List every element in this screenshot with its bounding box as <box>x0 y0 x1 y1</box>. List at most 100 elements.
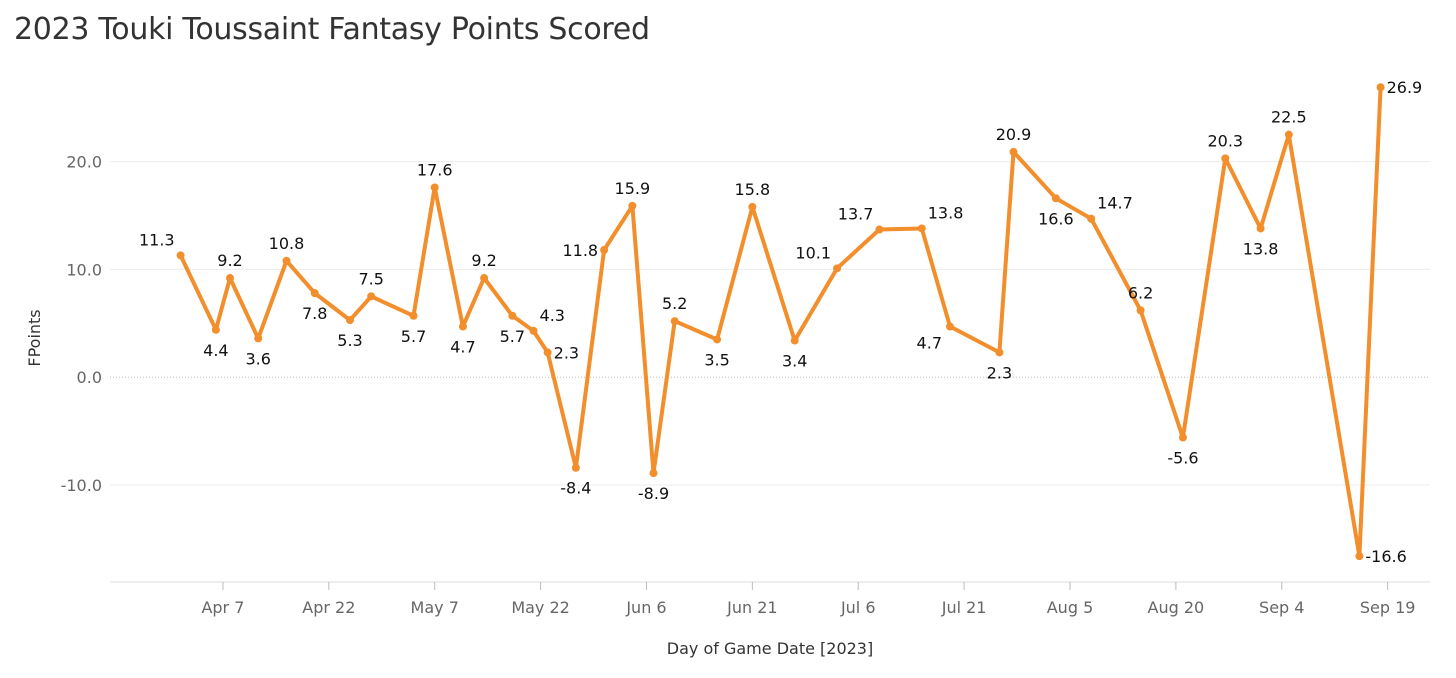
data-point <box>1355 552 1364 561</box>
data-label: 3.4 <box>782 352 807 371</box>
x-tick-label: Apr 7 <box>201 598 244 617</box>
data-point <box>571 463 580 472</box>
data-label: 20.9 <box>996 125 1032 144</box>
data-label: 9.2 <box>217 251 242 270</box>
data-point <box>1178 433 1187 442</box>
data-label: 10.8 <box>269 234 305 253</box>
y-tick-label: 20.0 <box>66 153 102 172</box>
data-label: 10.1 <box>795 243 831 262</box>
x-tick-label: Sep 19 <box>1360 598 1416 617</box>
data-point <box>748 202 757 211</box>
data-point <box>1009 147 1018 156</box>
data-point <box>346 316 354 325</box>
data-label: 3.5 <box>704 350 729 369</box>
data-point <box>543 348 552 357</box>
data-label: -16.6 <box>1365 547 1406 566</box>
data-point <box>600 246 609 255</box>
data-point <box>458 322 467 331</box>
data-label: 20.3 <box>1207 131 1243 150</box>
data-label: 14.7 <box>1097 194 1133 213</box>
series-line <box>178 85 1383 559</box>
y-tick-label: 10.0 <box>66 260 102 279</box>
data-label: 5.7 <box>500 327 525 346</box>
data-label: 2.3 <box>987 363 1012 382</box>
data-point <box>310 289 319 298</box>
data-point <box>649 469 658 478</box>
data-point <box>430 183 439 192</box>
data-label: 9.2 <box>471 251 496 270</box>
data-label: 7.5 <box>358 269 383 288</box>
data-point <box>1256 224 1265 233</box>
data-label: 2.3 <box>554 343 579 362</box>
data-label: 15.9 <box>615 179 651 198</box>
data-label: 4.3 <box>540 306 565 325</box>
data-point <box>1221 154 1230 163</box>
x-tick-label: Aug 5 <box>1047 598 1094 617</box>
x-tick-label: May 22 <box>511 598 570 617</box>
data-label: 5.3 <box>337 331 362 350</box>
data-label: 13.7 <box>838 205 874 224</box>
x-tick-label: Jun 6 <box>625 598 666 617</box>
data-point <box>628 201 637 210</box>
x-tick-label: Jun 21 <box>726 598 777 617</box>
series-line-group <box>178 85 1383 559</box>
data-label: 6.2 <box>1128 283 1153 302</box>
data-point <box>1376 83 1385 92</box>
data-point <box>875 225 884 234</box>
data-labels: 11.3 4.4 9.2 3.6 10.8 7.8 5.3 7.5 5.7 17.6 4.7 9.2 5… <box>139 78 1422 566</box>
data-point <box>1051 194 1060 203</box>
x-tick-label: Jul 6 <box>840 598 876 617</box>
data-point <box>713 335 722 344</box>
y-tick-label: -10.0 <box>61 476 102 495</box>
data-point <box>254 334 263 343</box>
data-point <box>367 292 376 301</box>
data-point <box>176 251 185 260</box>
y-tick-label: 0.0 <box>77 368 102 387</box>
chart-title: 2023 Touki Toussaint Fantasy Points Scor… <box>14 12 650 47</box>
data-label: 4.7 <box>917 334 942 353</box>
data-point <box>790 336 799 345</box>
x-tick-label: Aug 20 <box>1148 598 1205 617</box>
data-point <box>833 264 842 273</box>
data-label: 4.4 <box>203 341 228 360</box>
data-point <box>480 274 489 283</box>
data-label: 3.6 <box>246 349 271 368</box>
data-label: 7.8 <box>302 304 327 323</box>
data-label: 5.7 <box>401 327 426 346</box>
y-axis-title: FPoints <box>25 309 44 366</box>
data-label: 13.8 <box>1243 239 1279 258</box>
data-label: 11.8 <box>562 241 598 260</box>
data-label: -5.6 <box>1167 449 1198 468</box>
gridlines <box>110 161 1430 486</box>
x-tick-label: May 7 <box>411 598 459 617</box>
data-point <box>1284 130 1293 139</box>
data-point <box>1087 214 1096 223</box>
data-point <box>1136 306 1145 315</box>
data-label: 15.8 <box>735 180 771 199</box>
data-point <box>670 317 679 326</box>
data-label: 16.6 <box>1038 209 1074 228</box>
data-point <box>917 224 926 233</box>
data-label: 17.6 <box>417 160 453 179</box>
data-point <box>282 256 291 265</box>
data-label: 13.8 <box>928 203 964 222</box>
x-axis-title: Day of Game Date [2023] <box>667 639 873 658</box>
data-label: 5.2 <box>662 294 687 313</box>
data-label: -8.9 <box>638 484 669 503</box>
data-point <box>226 274 234 283</box>
data-point <box>211 325 220 334</box>
x-tick-label: Jul 21 <box>941 598 987 617</box>
axes: 20.0 10.0 0.0 -10.0 Apr 7 Apr 22 May 7 May 22 Ju… <box>61 153 1430 617</box>
data-point <box>508 311 517 320</box>
x-tick-label: Apr 22 <box>302 598 355 617</box>
data-label: 26.9 <box>1387 78 1423 97</box>
data-label: 22.5 <box>1271 108 1307 127</box>
data-point <box>946 322 954 331</box>
data-point <box>409 311 418 320</box>
data-point <box>995 348 1004 357</box>
x-tick-label: Sep 4 <box>1259 598 1304 617</box>
data-label: 4.7 <box>450 338 475 357</box>
data-point <box>529 326 538 335</box>
data-points <box>176 83 1385 561</box>
